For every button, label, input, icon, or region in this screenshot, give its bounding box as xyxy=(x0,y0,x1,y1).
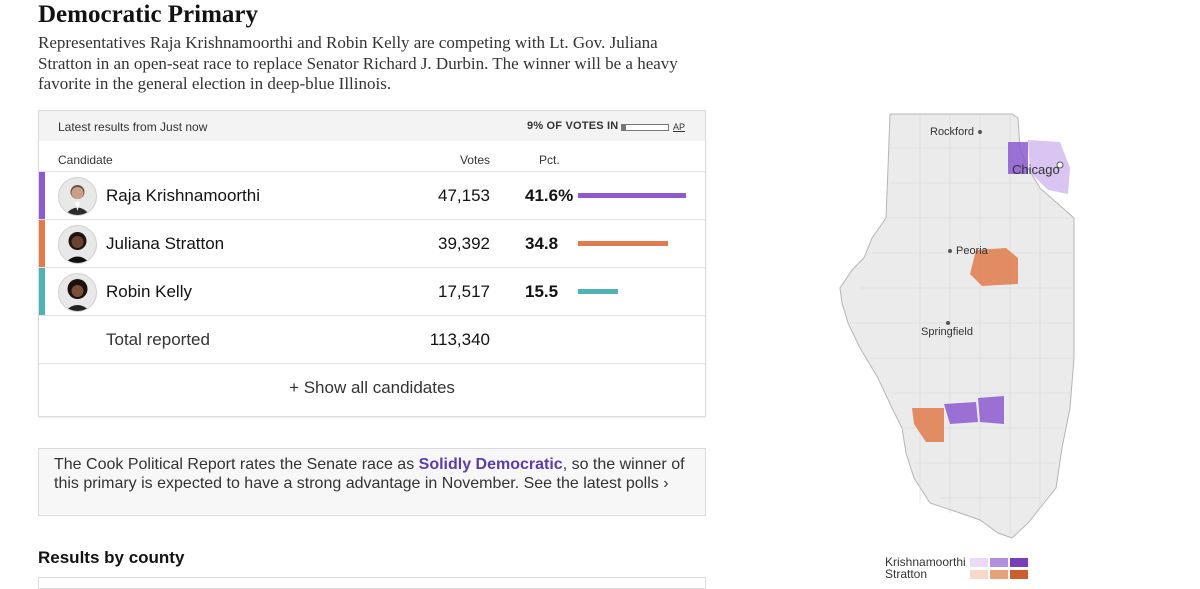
reporting-label: 9% of votes in xyxy=(527,120,619,132)
latest-polls-link[interactable]: See the latest polls › xyxy=(523,475,669,492)
total-row: Total reported 113,340 xyxy=(39,315,705,363)
rating-text-before: The Cook Political Report rates the Sena… xyxy=(54,456,419,473)
col-votes: Votes xyxy=(459,153,490,167)
candidate-row: Robin Kelly 17,517 15.5 xyxy=(39,267,705,315)
page-title: Democratic Primary xyxy=(38,1,259,28)
legend-swatch xyxy=(970,570,988,579)
legend-label: Stratton xyxy=(885,567,928,581)
city-label-chicago: Chicago xyxy=(1012,162,1060,177)
rating-text-after: , so the winner of this primary is expec… xyxy=(54,456,685,492)
county-south-2[interactable] xyxy=(978,396,1004,424)
legend-swatch xyxy=(990,558,1008,567)
candidate-votes: 39,392 xyxy=(438,234,490,253)
reporting-progress-bar xyxy=(621,124,669,131)
city-dot-springfield xyxy=(946,321,950,325)
county-cook[interactable] xyxy=(1008,142,1028,174)
candidate-pct: 34.8 xyxy=(525,234,559,253)
candidate-photo xyxy=(58,273,97,312)
candidate-votes: 17,517 xyxy=(438,282,490,301)
legend-swatch xyxy=(1010,558,1028,567)
show-all-candidates-button[interactable]: + Show all candidates xyxy=(39,363,705,411)
city-markers: Rockford Chicago Peoria Springfield xyxy=(921,126,1064,338)
legend-swatch xyxy=(990,570,1008,579)
candidate-pct-bar-track xyxy=(578,241,686,246)
legend-swatch xyxy=(1010,570,1028,579)
city-dot-chicago xyxy=(1056,161,1064,169)
legend-label: Krishnamoorthi xyxy=(885,555,966,569)
candidate-pct-bar xyxy=(578,241,669,246)
results-table: Latest results from Just now 9% of votes… xyxy=(38,110,706,417)
race-intro: Representatives Raja Krishnamoorthi and … xyxy=(38,33,678,93)
reporting-progress-fill xyxy=(622,125,627,130)
candidate-pct: 41.6% xyxy=(525,186,574,205)
county-collar[interactable] xyxy=(1028,140,1070,194)
total-votes: 113,340 xyxy=(429,330,490,349)
county-southwest[interactable] xyxy=(912,408,944,442)
results-header: Latest results from Just now 9% of votes… xyxy=(39,111,705,141)
candidate-row: Raja Krishnamoorthi 47,153 41.6% xyxy=(39,171,705,219)
total-label: Total reported xyxy=(106,330,210,349)
city-label-peoria: Peoria xyxy=(956,245,989,257)
column-headers: Candidate Votes Pct. xyxy=(39,141,705,171)
candidate-photo xyxy=(58,177,97,216)
city-dot-rockford xyxy=(978,130,982,134)
rating-link[interactable]: Solidly Democratic xyxy=(418,456,563,473)
legend-swatch xyxy=(970,558,988,567)
candidate-pct-bar xyxy=(578,289,619,294)
county-results-title: Results by county xyxy=(38,548,185,567)
candidate-votes: 47,153 xyxy=(438,186,490,205)
updated-label: Latest results from Just now xyxy=(58,120,208,134)
county-south-1[interactable] xyxy=(944,402,978,424)
candidate-name: Juliana Stratton xyxy=(106,234,225,253)
candidate-name: Robin Kelly xyxy=(106,282,192,301)
county-lines xyxy=(850,114,1074,533)
county-results-table xyxy=(38,577,706,589)
candidate-row: Juliana Stratton 39,392 34.8 xyxy=(39,219,705,267)
city-label-rockford: Rockford xyxy=(930,126,974,138)
candidate-pct-bar-track xyxy=(578,289,686,294)
candidate-pct-bar-track xyxy=(578,193,686,198)
state-outline xyxy=(839,113,1075,539)
illinois-results-map: Rockford Chicago Peoria Springfield xyxy=(839,113,1075,539)
candidate-photo xyxy=(58,225,97,264)
city-dot-peoria xyxy=(948,249,952,253)
source-link[interactable]: AP xyxy=(673,122,686,132)
col-pct: Pct. xyxy=(539,153,560,167)
candidate-color-stripe xyxy=(39,268,45,315)
candidate-name: Raja Krishnamoorthi xyxy=(106,186,261,205)
candidate-pct: 15.5 xyxy=(525,282,559,301)
city-label-springfield: Springfield xyxy=(921,326,973,338)
county-peoria[interactable] xyxy=(970,248,1018,286)
candidate-color-stripe xyxy=(39,220,45,267)
race-rating-note: The Cook Political Report rates the Sena… xyxy=(38,448,706,516)
col-candidate: Candidate xyxy=(58,153,113,167)
candidate-color-stripe xyxy=(39,172,45,219)
candidate-pct-bar xyxy=(578,193,686,198)
